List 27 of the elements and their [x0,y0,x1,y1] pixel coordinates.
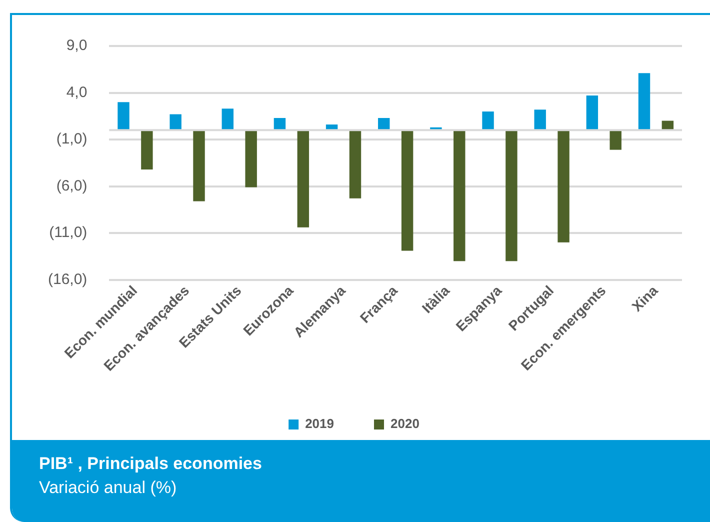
bar [118,102,130,130]
bar [245,130,257,188]
y-tick-label: (11,0) [49,224,88,242]
bar [482,111,494,130]
bar [454,130,466,262]
bar [586,96,598,130]
bar [222,108,234,130]
bar [193,130,205,202]
bar [141,130,153,170]
y-tick-label: (6,0) [56,177,88,194]
bar [401,130,414,251]
y-tick-label: (1,0) [56,130,88,148]
y-tick-label: 4,0 [66,84,88,101]
bar [638,73,650,130]
bar [534,110,546,130]
bar [170,114,182,130]
bar [506,130,518,262]
y-tick-label: 9,0 [66,37,88,54]
text: Variació anual (%) [39,478,178,498]
y-tick-label: (16,0) [48,270,88,288]
bar [558,130,570,242]
legend-label: 2020 [390,416,420,432]
text: PIB¹ , Principals economies [39,454,263,474]
bar [610,130,622,150]
bar [297,130,310,228]
legend-label: 2019 [305,416,334,432]
bar [349,130,362,198]
